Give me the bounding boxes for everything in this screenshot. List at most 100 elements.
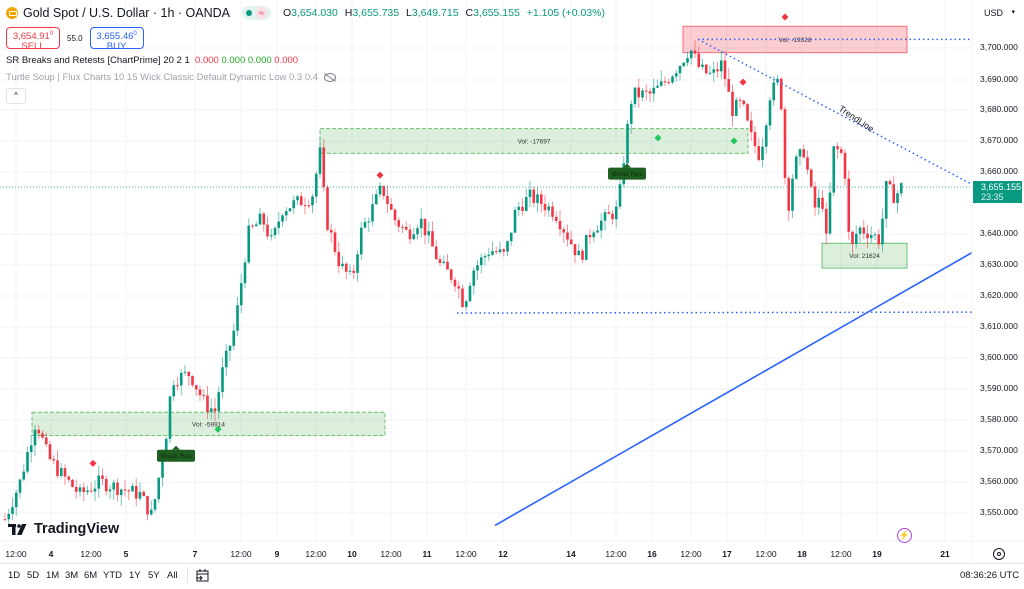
support-zone: Vol: -59914	[31, 411, 386, 436]
price-tick: 3,680.000	[980, 104, 1018, 114]
low-value: 3,649.715	[411, 7, 459, 19]
signal-diamond-icon	[739, 78, 747, 86]
trendline-label: TrendLine	[837, 103, 876, 134]
svg-text:Vol: 21624: Vol: 21624	[849, 253, 880, 260]
price-tick: 3,580.000	[980, 414, 1018, 424]
time-tick: 9	[274, 549, 280, 559]
range-button-5d[interactable]: 5D	[27, 570, 40, 581]
data-delay-icon: ≈	[256, 7, 267, 19]
sell-button[interactable]: 3,654.910 SELL	[6, 27, 60, 52]
svg-text:Break Res: Break Res	[612, 171, 643, 178]
range-button-6m[interactable]: 6M	[84, 570, 98, 581]
signal-diamond-icon	[89, 459, 97, 467]
gold-symbol-icon	[6, 7, 18, 19]
time-tick: 4	[48, 549, 54, 559]
price-tick: 3,660.000	[980, 166, 1018, 176]
price-tick: 3,700.000	[980, 42, 1018, 52]
price-tick: 3,630.000	[980, 259, 1018, 269]
utc-clock[interactable]: 08:36:26 UTC	[960, 570, 1020, 581]
range-button-5y[interactable]: 5Y	[148, 570, 160, 581]
spread-value: 55.0	[67, 33, 83, 43]
time-tick: 12:00	[680, 549, 702, 559]
signal-diamond-icon	[654, 134, 662, 142]
time-tick: 12:00	[380, 549, 402, 559]
dotted-level-line[interactable]	[456, 311, 973, 314]
bottom-toolbar	[0, 563, 1024, 589]
toolbar-divider	[187, 567, 188, 583]
open-value: 3,654.030	[291, 7, 338, 19]
break-res-label: Break Res	[608, 163, 646, 180]
indicator-turtle-soup[interactable]: Turtle Soup | Flux Charts 10 15 Wick Cla…	[6, 72, 609, 83]
last-price-label: 3,655.155 23:35	[973, 181, 1022, 203]
svg-text:Vol: -59914: Vol: -59914	[192, 421, 225, 428]
tradingview-mark-icon	[8, 523, 27, 535]
time-tick: 12:00	[755, 549, 777, 559]
time-tick: 21	[940, 549, 950, 559]
price-tick: 3,600.000	[980, 352, 1018, 362]
chart-settings-icon[interactable]	[993, 548, 1005, 560]
svg-text:Break Res: Break Res	[161, 453, 192, 460]
svg-text:Vol: -19328: Vol: -19328	[779, 37, 812, 44]
signal-diamond-icon	[781, 13, 789, 21]
price-tick: 3,620.000	[980, 290, 1018, 300]
close-value: 3,655.155	[473, 7, 520, 19]
price-tick: 3,550.000	[980, 507, 1018, 517]
chart-legend: Gold Spot / U.S. Dollar · 1h · OANDA ≈ O…	[6, 5, 609, 104]
lightning-alert-icon[interactable]: ⚡	[897, 528, 912, 543]
price-tick: 3,560.000	[980, 476, 1018, 486]
time-tick: 12:00	[80, 549, 102, 559]
time-tick: 11	[422, 549, 432, 559]
chevron-down-icon: ▾	[1011, 9, 1015, 16]
price-tick: 3,670.000	[980, 135, 1018, 145]
price-tick: 3,590.000	[980, 383, 1018, 393]
time-tick: 12:00	[455, 549, 477, 559]
signal-diamond-icon	[730, 137, 738, 145]
time-tick: 12:00	[5, 549, 27, 559]
time-tick: 12:00	[230, 549, 252, 559]
support-zone: Vol: -17697	[319, 128, 749, 154]
ohlc-values: O3,654.030 H3,655.735 L3,649.715 C3,655.…	[282, 7, 605, 19]
time-tick: 5	[123, 549, 129, 559]
buy-button[interactable]: 3,655.460 BUY	[89, 27, 144, 52]
tradingview-logo[interactable]: TradingView	[8, 521, 119, 537]
price-tick: 3,640.000	[980, 228, 1018, 238]
market-status[interactable]: ≈	[242, 6, 271, 20]
goto-date-icon[interactable]	[196, 569, 210, 582]
time-tick: 12:00	[305, 549, 327, 559]
candlesticks	[3, 40, 903, 525]
range-button-1m[interactable]: 1M	[46, 570, 60, 581]
indicator-sr-breaks[interactable]: SR Breaks and Retests [ChartPrime] 20 2 …	[6, 55, 299, 66]
symbol-title[interactable]: Gold Spot / U.S. Dollar · 1h · OANDA	[23, 6, 231, 20]
currency-select[interactable]: USD ▾	[978, 5, 1018, 21]
market-open-icon	[246, 10, 253, 16]
signal-diamond-icon	[214, 425, 222, 433]
break-res-label: Break Res	[157, 445, 195, 462]
time-tick: 16	[647, 549, 657, 559]
time-tick: 10	[347, 549, 357, 559]
time-tick: 17	[722, 549, 732, 559]
signal-diamond-icon	[376, 171, 384, 179]
time-tick: 12:00	[830, 549, 852, 559]
hidden-eye-icon[interactable]	[324, 73, 337, 82]
time-tick: 19	[872, 549, 882, 559]
range-button-1y[interactable]: 1Y	[129, 570, 141, 581]
svg-text:Vol: -17697: Vol: -17697	[518, 139, 551, 146]
price-tick: 3,610.000	[980, 321, 1018, 331]
range-button-ytd[interactable]: YTD	[103, 570, 122, 581]
change-value: +1.105 (+0.03%)	[526, 7, 605, 19]
time-tick: 18	[797, 549, 807, 559]
bar-countdown: 23:35	[981, 192, 1004, 202]
high-value: 3,655.735	[352, 7, 400, 19]
price-tick: 3,570.000	[980, 445, 1018, 455]
range-button-1d[interactable]: 1D	[8, 570, 21, 581]
trendline[interactable]	[494, 251, 973, 527]
price-tick: 3,690.000	[980, 74, 1018, 84]
range-button-3m[interactable]: 3M	[65, 570, 79, 581]
time-tick: 7	[192, 549, 198, 559]
range-button-all[interactable]: All	[167, 570, 178, 581]
support-zone: Vol: 21624	[821, 242, 908, 269]
time-tick: 12:00	[605, 549, 627, 559]
collapse-legend-button[interactable]: ^	[6, 88, 26, 104]
time-tick: 14	[566, 549, 576, 559]
